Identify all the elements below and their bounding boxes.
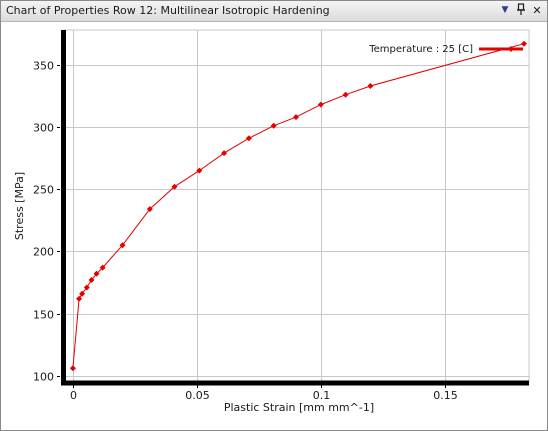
plot-area <box>62 29 530 383</box>
data-point <box>83 284 90 291</box>
y-tick-label: 150 <box>33 309 54 322</box>
y-axis-label: Stress [MPa] <box>13 172 26 240</box>
data-point <box>521 40 527 47</box>
x-axis-label: Plastic Strain [mm mm^-1] <box>224 401 374 414</box>
y-tick-label: 350 <box>33 60 54 73</box>
data-point <box>367 83 374 89</box>
data-point <box>317 101 324 108</box>
data-point <box>76 295 83 302</box>
x-tick-label: 0.15 <box>433 389 458 402</box>
data-point <box>88 277 95 283</box>
legend: Temperature : 25 [C] <box>368 44 523 55</box>
panel-title: Chart of Properties Row 12: Multilinear … <box>6 4 330 17</box>
stress-strain-chart: 0 0.05 0.1 0.15 100 150 200 250 300 350 Temperat… <box>13 29 530 414</box>
pin-icon[interactable] <box>514 3 528 18</box>
data-point <box>196 167 203 174</box>
data-point <box>146 206 153 213</box>
data-point <box>270 122 277 129</box>
x-tick-labels: 0 0.05 0.1 0.15 <box>70 385 458 402</box>
data-point <box>79 290 86 297</box>
series-layer <box>69 40 527 372</box>
data-point <box>293 114 299 121</box>
data-point <box>171 183 178 190</box>
y-tick-label: 100 <box>33 371 54 384</box>
y-tick-label: 250 <box>33 184 54 197</box>
data-point <box>221 150 228 157</box>
y-tick-labels: 100 150 200 250 300 350 <box>33 60 60 384</box>
data-point <box>119 242 126 249</box>
data-point <box>93 270 100 277</box>
panel-menu-button[interactable]: ▼ <box>501 5 509 15</box>
legend-swatch-marker <box>508 46 514 52</box>
grid-lines <box>63 30 529 382</box>
legend-label: Temperature : 25 [C] <box>368 44 473 55</box>
panel-titlebar: Chart of Properties Row 12: Multilinear … <box>1 1 547 22</box>
x-tick-label: 0.05 <box>185 389 210 402</box>
data-point <box>69 365 76 372</box>
x-tick-label: 0.1 <box>313 389 331 402</box>
data-point <box>342 91 349 98</box>
data-point <box>245 135 252 142</box>
x-tick-label: 0 <box>70 389 77 402</box>
data-point <box>99 264 106 271</box>
y-tick-label: 300 <box>33 122 54 135</box>
y-tick-label: 200 <box>33 246 54 259</box>
close-icon[interactable]: ✕ <box>532 4 542 17</box>
